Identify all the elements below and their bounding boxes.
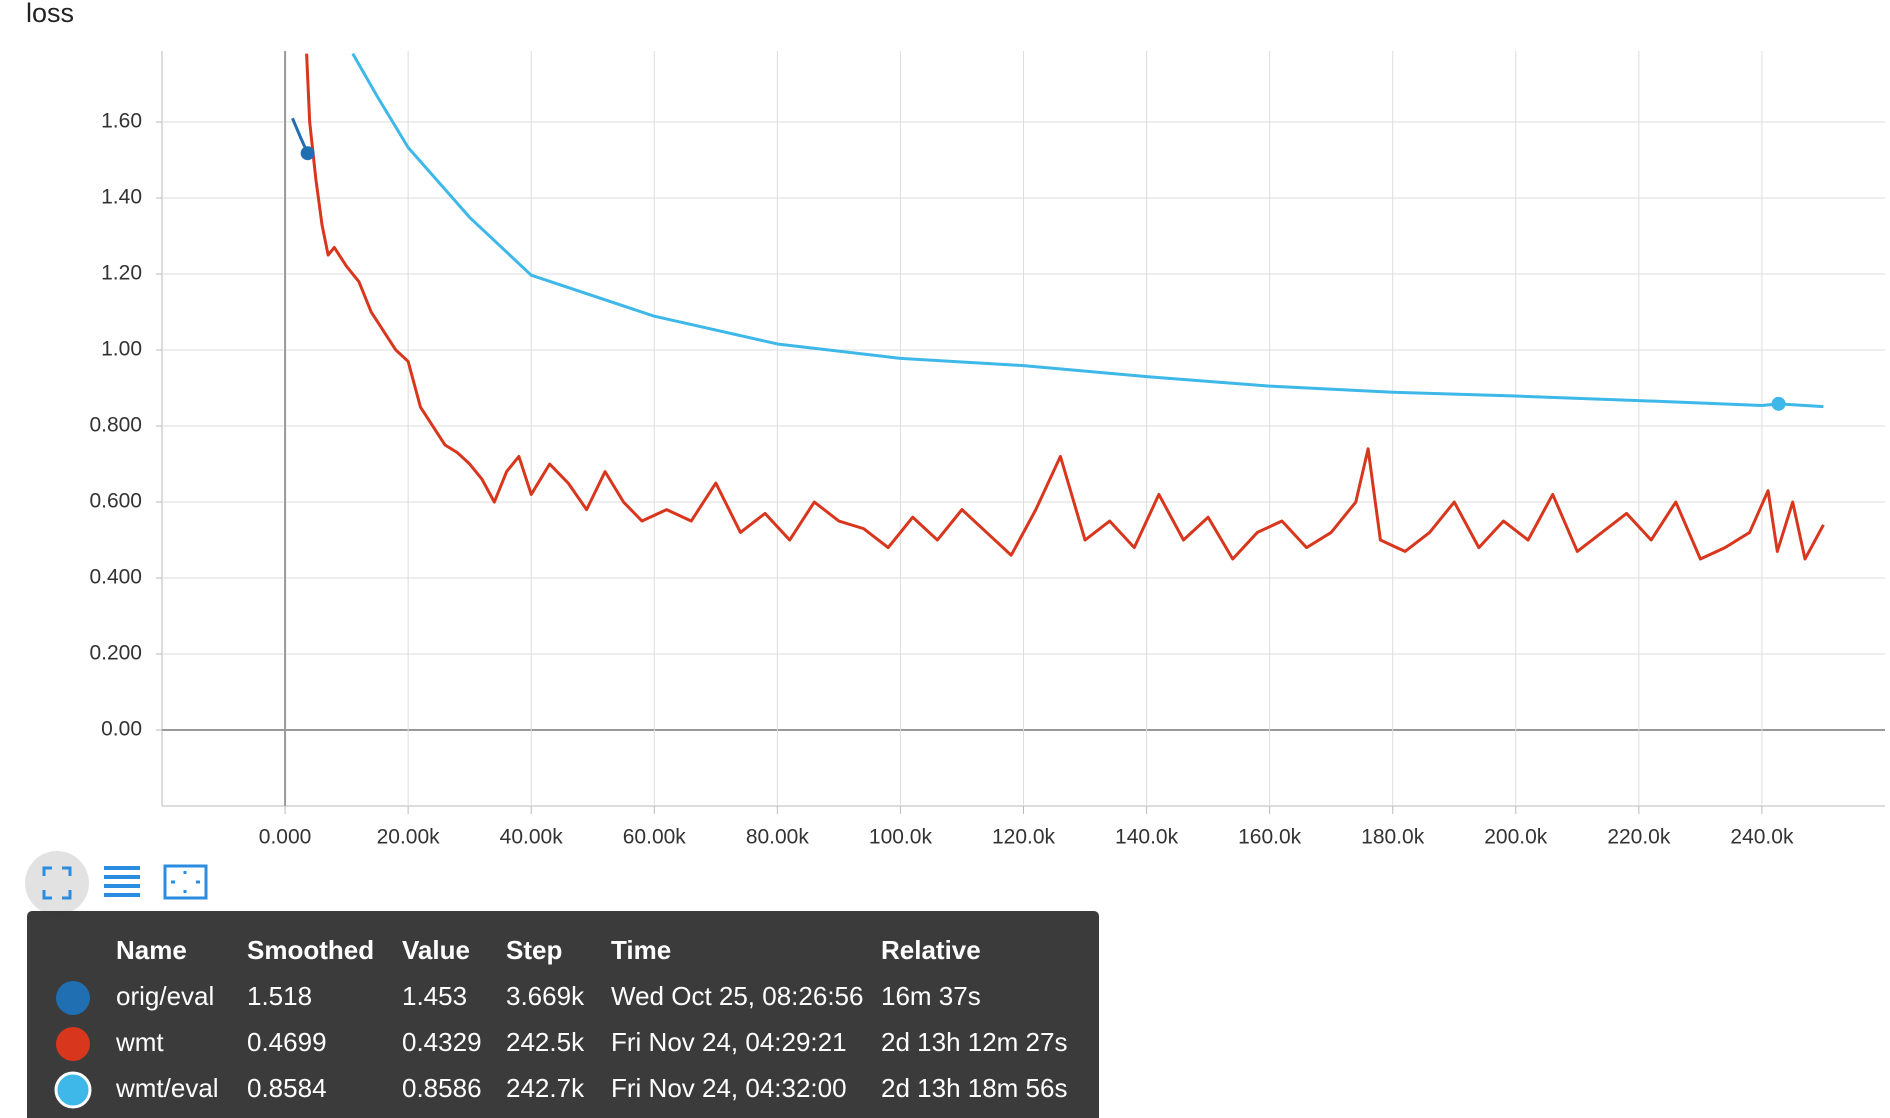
series-swatch xyxy=(56,1027,90,1061)
x-tick-label: 140.0k xyxy=(1115,826,1179,849)
x-tick-label: 0.000 xyxy=(259,826,312,849)
chart-title: loss xyxy=(26,0,74,28)
tooltip-header: Value xyxy=(402,935,470,965)
toolbar xyxy=(25,851,208,915)
hover-dot xyxy=(1771,396,1786,411)
tooltip-bg xyxy=(27,911,1099,1118)
x-tick-label: 60.00k xyxy=(623,826,687,849)
series-swatch xyxy=(56,981,90,1015)
tooltip-cell: 0.8586 xyxy=(402,1073,482,1103)
tooltip-cell: Fri Nov 24, 04:29:21 xyxy=(611,1027,847,1057)
tooltip-cell: wmt xyxy=(115,1027,164,1057)
tooltip-cell: 0.4699 xyxy=(247,1027,327,1057)
expand-icon[interactable] xyxy=(163,864,208,900)
tooltip-header: Time xyxy=(611,935,671,965)
tooltip: Name Smoothed Value Step Time Relative orig/ev… xyxy=(27,911,1099,1118)
tooltip-cell: orig/eval xyxy=(116,981,214,1011)
fit-icon[interactable] xyxy=(42,866,72,900)
x-tick-label: 160.0k xyxy=(1238,826,1302,849)
x-tick-label: 220.0k xyxy=(1607,826,1671,849)
tooltip-cell: wmt/eval xyxy=(115,1073,219,1103)
tooltip-header: Relative xyxy=(881,935,981,965)
tooltip-cell: 1.518 xyxy=(247,981,312,1011)
tooltip-cell: 2d 13h 12m 27s xyxy=(881,1027,1067,1057)
series-line xyxy=(351,52,1824,409)
x-tick-label: 180.0k xyxy=(1361,826,1425,849)
x-tick-label: 200.0k xyxy=(1484,826,1548,849)
series-line xyxy=(305,53,1825,561)
series-swatch xyxy=(54,1071,92,1109)
tooltip-header: Smoothed xyxy=(247,935,374,965)
tooltip-cell: 242.7k xyxy=(506,1073,585,1103)
tooltip-header: Step xyxy=(506,935,562,965)
x-tick-label: 80.00k xyxy=(746,826,810,849)
tooltip-cell: 3.669k xyxy=(506,981,585,1011)
y-tick-label: 0.200 xyxy=(89,642,142,665)
tooltip-cell: 0.8584 xyxy=(247,1073,327,1103)
y-tick-label: 1.60 xyxy=(101,110,142,133)
tooltip-cell: 1.453 xyxy=(402,981,467,1011)
y-tick-label: 0.800 xyxy=(89,414,142,437)
tooltip-cell: 0.4329 xyxy=(402,1027,482,1057)
tooltip-cell: 16m 37s xyxy=(881,981,981,1011)
tooltip-cell: 2d 13h 18m 56s xyxy=(881,1073,1067,1103)
y-tick-label: 0.600 xyxy=(89,490,142,513)
y-tick-label: 0.400 xyxy=(89,566,142,589)
y-tick-label: 0.00 xyxy=(101,718,142,741)
x-tick-label: 20.00k xyxy=(377,826,441,849)
y-tick-label: 1.00 xyxy=(101,338,142,361)
tooltip-cell: 242.5k xyxy=(506,1027,585,1057)
tooltip-cell: Fri Nov 24, 04:32:00 xyxy=(611,1073,847,1103)
y-tick-label: 1.40 xyxy=(101,186,142,209)
plot: 0.00 0.200 0.400 0.600 0.800 1.00 1.20 1.40 1.60… xyxy=(89,51,1885,849)
tooltip-cell: Wed Oct 25, 08:26:56 xyxy=(611,981,863,1011)
y-tick-label: 1.20 xyxy=(101,262,142,285)
fit-button-bg[interactable] xyxy=(25,851,89,915)
x-tick-label: 240.0k xyxy=(1730,826,1794,849)
hover-dot xyxy=(300,146,315,161)
x-tick-label: 100.0k xyxy=(869,826,933,849)
x-tick-label: 40.00k xyxy=(500,826,564,849)
list-icon[interactable] xyxy=(104,866,140,897)
x-tick-label: 120.0k xyxy=(992,826,1056,849)
tooltip-header: Name xyxy=(116,935,187,965)
